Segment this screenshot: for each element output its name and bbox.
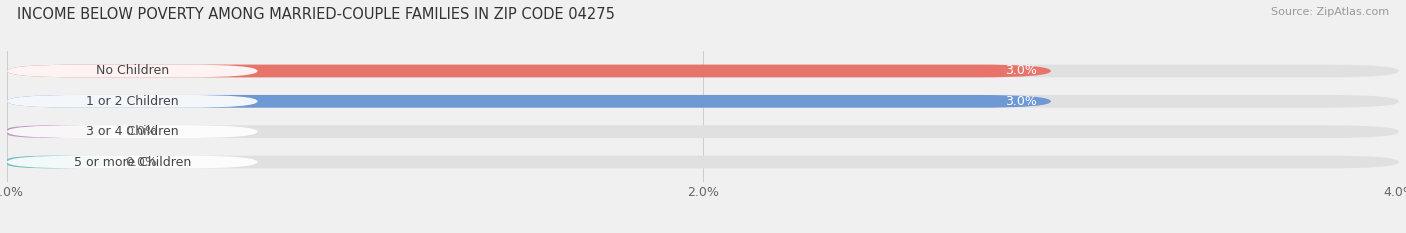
Text: 3 or 4 Children: 3 or 4 Children: [86, 125, 179, 138]
FancyBboxPatch shape: [7, 95, 1050, 108]
FancyBboxPatch shape: [7, 95, 257, 108]
FancyBboxPatch shape: [7, 156, 257, 168]
FancyBboxPatch shape: [7, 125, 1399, 138]
FancyBboxPatch shape: [7, 65, 257, 77]
Text: No Children: No Children: [96, 65, 169, 78]
Text: 5 or more Children: 5 or more Children: [73, 155, 191, 168]
FancyBboxPatch shape: [7, 125, 257, 138]
FancyBboxPatch shape: [7, 65, 1050, 77]
FancyBboxPatch shape: [7, 156, 1399, 168]
FancyBboxPatch shape: [7, 65, 1399, 77]
Text: 3.0%: 3.0%: [1005, 65, 1038, 78]
Text: Source: ZipAtlas.com: Source: ZipAtlas.com: [1271, 7, 1389, 17]
Text: INCOME BELOW POVERTY AMONG MARRIED-COUPLE FAMILIES IN ZIP CODE 04275: INCOME BELOW POVERTY AMONG MARRIED-COUPL…: [17, 7, 614, 22]
Text: 1 or 2 Children: 1 or 2 Children: [86, 95, 179, 108]
Text: 0.0%: 0.0%: [125, 155, 157, 168]
FancyBboxPatch shape: [7, 156, 104, 168]
FancyBboxPatch shape: [7, 125, 104, 138]
Text: 0.0%: 0.0%: [125, 125, 157, 138]
FancyBboxPatch shape: [7, 95, 1399, 108]
Text: 3.0%: 3.0%: [1005, 95, 1038, 108]
